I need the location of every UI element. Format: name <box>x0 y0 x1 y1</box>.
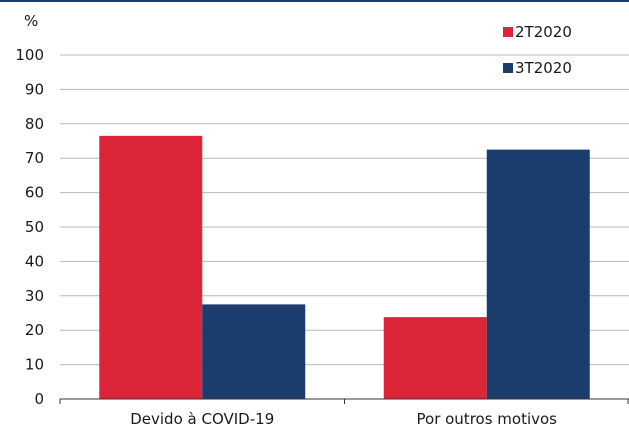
y-tick-label: 40 <box>25 252 44 270</box>
bar <box>486 149 590 399</box>
y-tick-label: 70 <box>25 149 44 167</box>
y-tick-label: 30 <box>25 287 44 305</box>
bar <box>383 317 487 399</box>
y-tick-label: 10 <box>25 356 44 374</box>
y-axis-ticks: 0 10 20 30 40 50 60 70 80 90 100 <box>15 46 44 408</box>
y-tick-label: 50 <box>25 218 44 236</box>
y-tick-label: 90 <box>25 80 44 98</box>
legend: 2T2020 3T2020 <box>503 23 572 77</box>
y-unit-label: % <box>24 12 38 30</box>
legend-swatch <box>503 27 513 37</box>
y-tick-label: 0 <box>34 390 44 408</box>
legend-swatch <box>503 63 513 73</box>
category-label: Por outros motivos <box>417 410 558 428</box>
y-tick-label: 100 <box>15 46 44 64</box>
category-labels: Devido à COVID-19 Por outros motivos <box>130 410 557 428</box>
y-tick-label: 20 <box>25 321 44 339</box>
legend-label: 2T2020 <box>515 23 572 41</box>
bar <box>99 135 203 399</box>
bars <box>99 135 590 399</box>
y-tick-label: 60 <box>25 184 44 202</box>
bar <box>202 304 306 399</box>
x-axis <box>59 398 629 404</box>
category-label: Devido à COVID-19 <box>130 410 274 428</box>
y-tick-label: 80 <box>25 115 44 133</box>
top-rule <box>0 0 629 2</box>
legend-label: 3T2020 <box>515 59 572 77</box>
